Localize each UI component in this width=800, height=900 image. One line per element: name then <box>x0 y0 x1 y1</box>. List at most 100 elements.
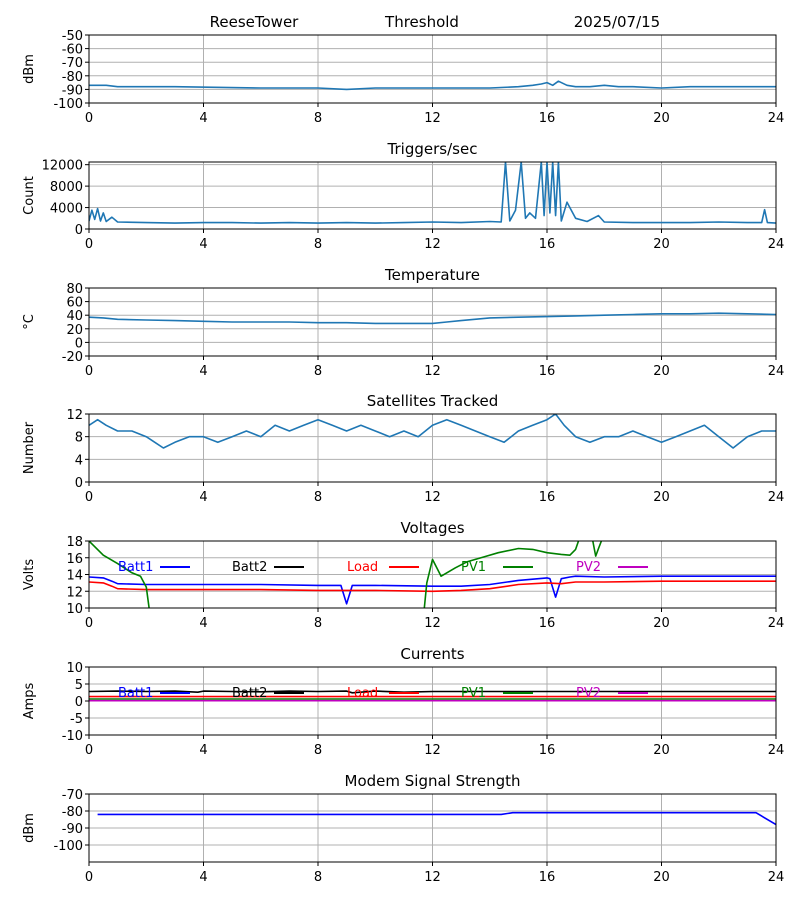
y-tick-label: 10 <box>66 602 83 617</box>
series-group <box>89 541 776 608</box>
x-tick-label: 24 <box>768 364 785 379</box>
x-tick-label: 12 <box>424 743 441 758</box>
mode-label: Threshold <box>384 13 459 31</box>
chart-title: Satellites Tracked <box>367 392 498 410</box>
chart-title: Triggers/sec <box>387 140 478 158</box>
legend-label: PV2 <box>576 560 601 575</box>
x-tick-label: 16 <box>539 743 556 758</box>
series-line <box>89 575 776 605</box>
y-tick-label: 0 <box>75 336 83 351</box>
x-tick-label: 4 <box>199 490 207 505</box>
x-tick-label: 0 <box>85 111 93 126</box>
y-tick-label: -70 <box>62 56 83 71</box>
x-tick-label: 8 <box>314 490 322 505</box>
y-tick-label: 20 <box>66 323 83 338</box>
y-tick-label: -100 <box>53 97 83 112</box>
y-tick-label: -90 <box>62 83 83 98</box>
x-tick-label: 0 <box>85 616 93 631</box>
series-line <box>89 312 776 325</box>
y-tick-label: 4 <box>75 453 83 468</box>
legend-label: Load <box>347 686 378 701</box>
header: ReeseTower Threshold 2025/07/15 <box>210 13 661 31</box>
y-axis-label: Volts <box>22 559 37 591</box>
chart-panel-1: 0 4 8 12 16 20 24 -50-60-70-80-90-100 dBm <box>22 29 784 126</box>
y-tick-label: 4000 <box>50 202 83 217</box>
y-tick-label: 14 <box>66 569 83 584</box>
x-tick-label: 8 <box>314 743 322 758</box>
chart-title: Currents <box>400 645 464 663</box>
y-axis-label: dBm <box>22 813 37 843</box>
x-tick-label: 8 <box>314 237 322 252</box>
y-tick-label: 18 <box>66 535 83 550</box>
series-line <box>89 580 776 593</box>
y-tick-label: 12000 <box>42 159 83 174</box>
legend-label: Batt2 <box>232 560 267 575</box>
y-tick-label: -80 <box>62 70 83 85</box>
y-tick-label: 0 <box>75 223 83 238</box>
x-tick-label: 12 <box>424 237 441 252</box>
x-tick-label: 4 <box>199 111 207 126</box>
x-tick-label: 16 <box>539 616 556 631</box>
legend-label: PV1 <box>461 686 486 701</box>
legend-label: Batt1 <box>118 686 153 701</box>
x-tick-label: 12 <box>424 111 441 126</box>
series-line <box>89 80 776 91</box>
y-tick-label: -10 <box>62 729 83 744</box>
y-tick-label: 12 <box>66 585 83 600</box>
x-tick-label: 4 <box>199 743 207 758</box>
series-group <box>89 162 776 224</box>
x-tick-label: 12 <box>424 364 441 379</box>
y-tick-label: -60 <box>62 43 83 58</box>
x-tick-label: 0 <box>85 743 93 758</box>
y-tick-label: 5 <box>75 678 83 693</box>
x-tick-label: 8 <box>314 870 322 885</box>
x-tick-label: 20 <box>653 743 670 758</box>
y-tick-label: -70 <box>62 788 83 803</box>
x-tick-label: 20 <box>653 616 670 631</box>
x-tick-label: 20 <box>653 111 670 126</box>
station-name: ReeseTower <box>210 13 300 31</box>
series-line <box>89 162 776 224</box>
y-tick-label: 0 <box>75 695 83 710</box>
series-line <box>89 541 151 608</box>
legend-label: Batt2 <box>232 686 267 701</box>
y-axis-label: °C <box>22 314 37 330</box>
y-tick-label: 12 <box>66 408 83 423</box>
x-tick-label: 16 <box>539 490 556 505</box>
x-tick-label: 4 <box>199 364 207 379</box>
y-axis-label: Number <box>22 421 37 474</box>
chart-panel-7: 0 4 8 12 16 20 24 -70 -80 -90 -100 Modem Signal Str… <box>22 772 784 885</box>
y-tick-label: -5 <box>70 712 83 727</box>
legend: Batt1 Batt2 Load PV1 PV2 <box>118 560 648 575</box>
y-tick-label: 0 <box>75 476 83 491</box>
date-label: 2025/07/15 <box>574 13 660 31</box>
x-tick-label: 16 <box>539 364 556 379</box>
legend-label: Batt1 <box>118 560 153 575</box>
x-tick-label: 24 <box>768 616 785 631</box>
x-tick-label: 20 <box>653 364 670 379</box>
x-tick-label: 20 <box>653 870 670 885</box>
y-tick-label: 8000 <box>50 180 83 195</box>
x-tick-label: 8 <box>314 616 322 631</box>
x-tick-label: 4 <box>199 870 207 885</box>
y-tick-label: 40 <box>66 309 83 324</box>
x-tick-label: 20 <box>653 490 670 505</box>
x-tick-label: 24 <box>768 870 785 885</box>
x-tick-label: 8 <box>314 364 322 379</box>
y-tick-label: 8 <box>75 431 83 446</box>
y-tick-label: -20 <box>62 350 83 365</box>
x-tick-label: 4 <box>199 616 207 631</box>
series-line <box>89 414 776 449</box>
series-group <box>89 414 776 449</box>
x-tick-label: 12 <box>424 490 441 505</box>
x-tick-label: 24 <box>768 743 785 758</box>
x-tick-label: 0 <box>85 490 93 505</box>
y-tick-label: 60 <box>66 296 83 311</box>
y-axis-label: Count <box>22 176 37 215</box>
y-tick-label: -100 <box>53 839 83 854</box>
y-tick-label: 10 <box>66 661 83 676</box>
